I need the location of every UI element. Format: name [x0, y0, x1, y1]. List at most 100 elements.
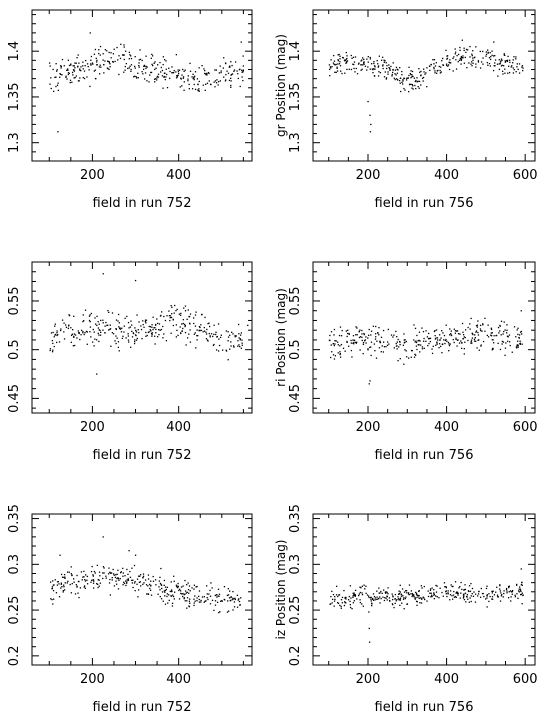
- data-point: [472, 62, 474, 64]
- data-point: [373, 60, 375, 63]
- data-point: [187, 78, 189, 80]
- data-point: [483, 595, 485, 598]
- data-point: [409, 72, 411, 75]
- data-point: [206, 596, 208, 599]
- data-point: [418, 590, 420, 592]
- data-point: [112, 573, 115, 575]
- data-point: [394, 73, 396, 75]
- data-point: [378, 334, 380, 336]
- data-point: [475, 63, 477, 65]
- data-point: [374, 338, 377, 340]
- data-point: [166, 593, 169, 595]
- data-point: [415, 345, 418, 347]
- data-point: [130, 68, 132, 71]
- data-point: [456, 54, 458, 57]
- data-point: [119, 577, 121, 580]
- data-point: [154, 579, 157, 581]
- data-point: [484, 598, 487, 600]
- data-point: [521, 592, 523, 594]
- data-point: [469, 56, 471, 58]
- data-point: [145, 319, 148, 321]
- data-point: [82, 576, 84, 578]
- data-point: [384, 71, 386, 73]
- data-point: [103, 567, 105, 569]
- data-point: [385, 592, 387, 594]
- data-point: [349, 585, 352, 587]
- data-point: [436, 337, 439, 339]
- data-point: [341, 596, 344, 599]
- data-point: [181, 330, 184, 332]
- data-point: [131, 330, 133, 332]
- data-point: [506, 60, 509, 63]
- data-point: [340, 335, 343, 337]
- data-point: [430, 592, 432, 594]
- data-point: [92, 63, 94, 65]
- data-point: [392, 596, 394, 598]
- data-point: [217, 323, 220, 325]
- data-point: [517, 327, 519, 329]
- data-point: [414, 354, 417, 356]
- data-point: [501, 343, 503, 345]
- data-point: [98, 579, 100, 581]
- data-point: [374, 333, 377, 335]
- data-point: [429, 337, 431, 340]
- data-point: [348, 332, 350, 335]
- data-point: [74, 344, 76, 347]
- data-point: [237, 77, 239, 80]
- data-point: [94, 48, 97, 51]
- data-point: [446, 55, 449, 57]
- data-point: [402, 595, 404, 597]
- data-point: [213, 333, 215, 336]
- data-point: [447, 341, 450, 344]
- data-point: [96, 564, 99, 567]
- data-point: [227, 336, 230, 338]
- data-point: [479, 324, 482, 327]
- data-point: [462, 594, 465, 596]
- data-point: [51, 339, 54, 342]
- data-point: [511, 593, 513, 595]
- data-point: [454, 332, 457, 334]
- data-point: [331, 602, 333, 604]
- data-point: [515, 346, 518, 348]
- data-point: [171, 313, 173, 315]
- data-point: [399, 66, 401, 69]
- data-point: [183, 323, 186, 326]
- data-point: [98, 585, 100, 587]
- data-point: [421, 327, 423, 329]
- data-point: [219, 80, 222, 82]
- data-point: [370, 600, 372, 602]
- data-point: [435, 595, 437, 597]
- data-point: [370, 354, 372, 357]
- data-point: [191, 88, 194, 90]
- data-point: [98, 323, 100, 325]
- y-tick-label: 0.55: [288, 286, 303, 315]
- data-point: [115, 319, 118, 321]
- data-point: [177, 586, 179, 589]
- data-point: [134, 580, 136, 583]
- data-point: [71, 333, 73, 335]
- data-point: [516, 583, 518, 586]
- x-axis-label: field in run 756: [375, 448, 474, 463]
- data-point: [516, 345, 518, 347]
- data-point: [195, 586, 197, 588]
- data-point: [428, 337, 430, 340]
- data-point: [117, 578, 120, 580]
- data-point: [131, 579, 133, 582]
- data-point: [193, 604, 195, 607]
- data-point: [468, 585, 471, 587]
- data-point: [471, 53, 473, 55]
- data-point: [68, 324, 70, 326]
- data-point: [419, 351, 421, 353]
- data-point: [384, 60, 386, 62]
- data-point: [420, 585, 422, 587]
- data-point: [448, 334, 451, 336]
- data-point: [363, 584, 365, 586]
- data-point: [114, 60, 116, 63]
- data-point: [390, 334, 393, 336]
- data-point: [215, 594, 218, 596]
- data-point: [455, 337, 457, 339]
- data-point: [503, 330, 505, 333]
- data-point: [150, 332, 153, 335]
- data-point: [163, 75, 165, 78]
- data-point: [334, 355, 337, 357]
